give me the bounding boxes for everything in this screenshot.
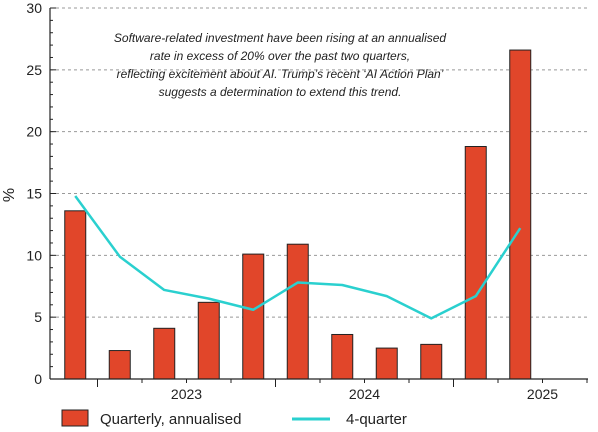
bar xyxy=(108,350,131,380)
annotation-line-2: rate in excess of 20% over the past two … xyxy=(150,49,410,63)
x-tick-labels: 2023 2024 2025 xyxy=(171,386,558,402)
legend-label-bars: Quarterly, annualised xyxy=(100,411,241,428)
annotation-line-1: Software-related investment have been ri… xyxy=(114,31,447,45)
y-tick-label: 15 xyxy=(26,186,42,202)
bar xyxy=(509,49,532,380)
annotation-line-4: suggests a determination to extend this … xyxy=(159,85,402,99)
y-axis-label: % xyxy=(1,188,18,202)
legend-label-line: 4-quarter xyxy=(346,411,407,428)
bar xyxy=(153,327,176,380)
bar xyxy=(64,210,87,380)
x-year-label: 2023 xyxy=(171,386,202,402)
y-tick-label: 5 xyxy=(34,309,42,325)
bar xyxy=(242,253,265,380)
y-tick-labels: 0 5 10 15 20 25 30 xyxy=(26,0,42,387)
y-tick-label: 20 xyxy=(26,124,42,140)
y-tick-label: 25 xyxy=(26,62,42,78)
line-series xyxy=(74,195,522,320)
annotation-line-3: reflecting excitement about AI. Trump’s … xyxy=(117,67,444,81)
bar xyxy=(331,333,354,380)
axes xyxy=(49,7,588,387)
legend: Quarterly, annualised 4-quarter xyxy=(61,409,407,428)
bar xyxy=(420,343,443,380)
x-year-label: 2024 xyxy=(349,386,380,402)
legend-swatch-bars xyxy=(61,409,89,427)
y-tick-label: 10 xyxy=(26,247,42,263)
bar xyxy=(286,243,309,380)
bar xyxy=(375,347,398,380)
y-tick-label: 30 xyxy=(26,0,42,16)
bar-series xyxy=(64,49,532,380)
line-4-quarter xyxy=(74,195,522,320)
bar xyxy=(464,146,487,380)
y-tick-label: 0 xyxy=(34,371,42,387)
bar xyxy=(197,301,220,380)
annotation-block: Software-related investment have been ri… xyxy=(114,31,447,99)
x-year-label: 2025 xyxy=(527,386,558,402)
